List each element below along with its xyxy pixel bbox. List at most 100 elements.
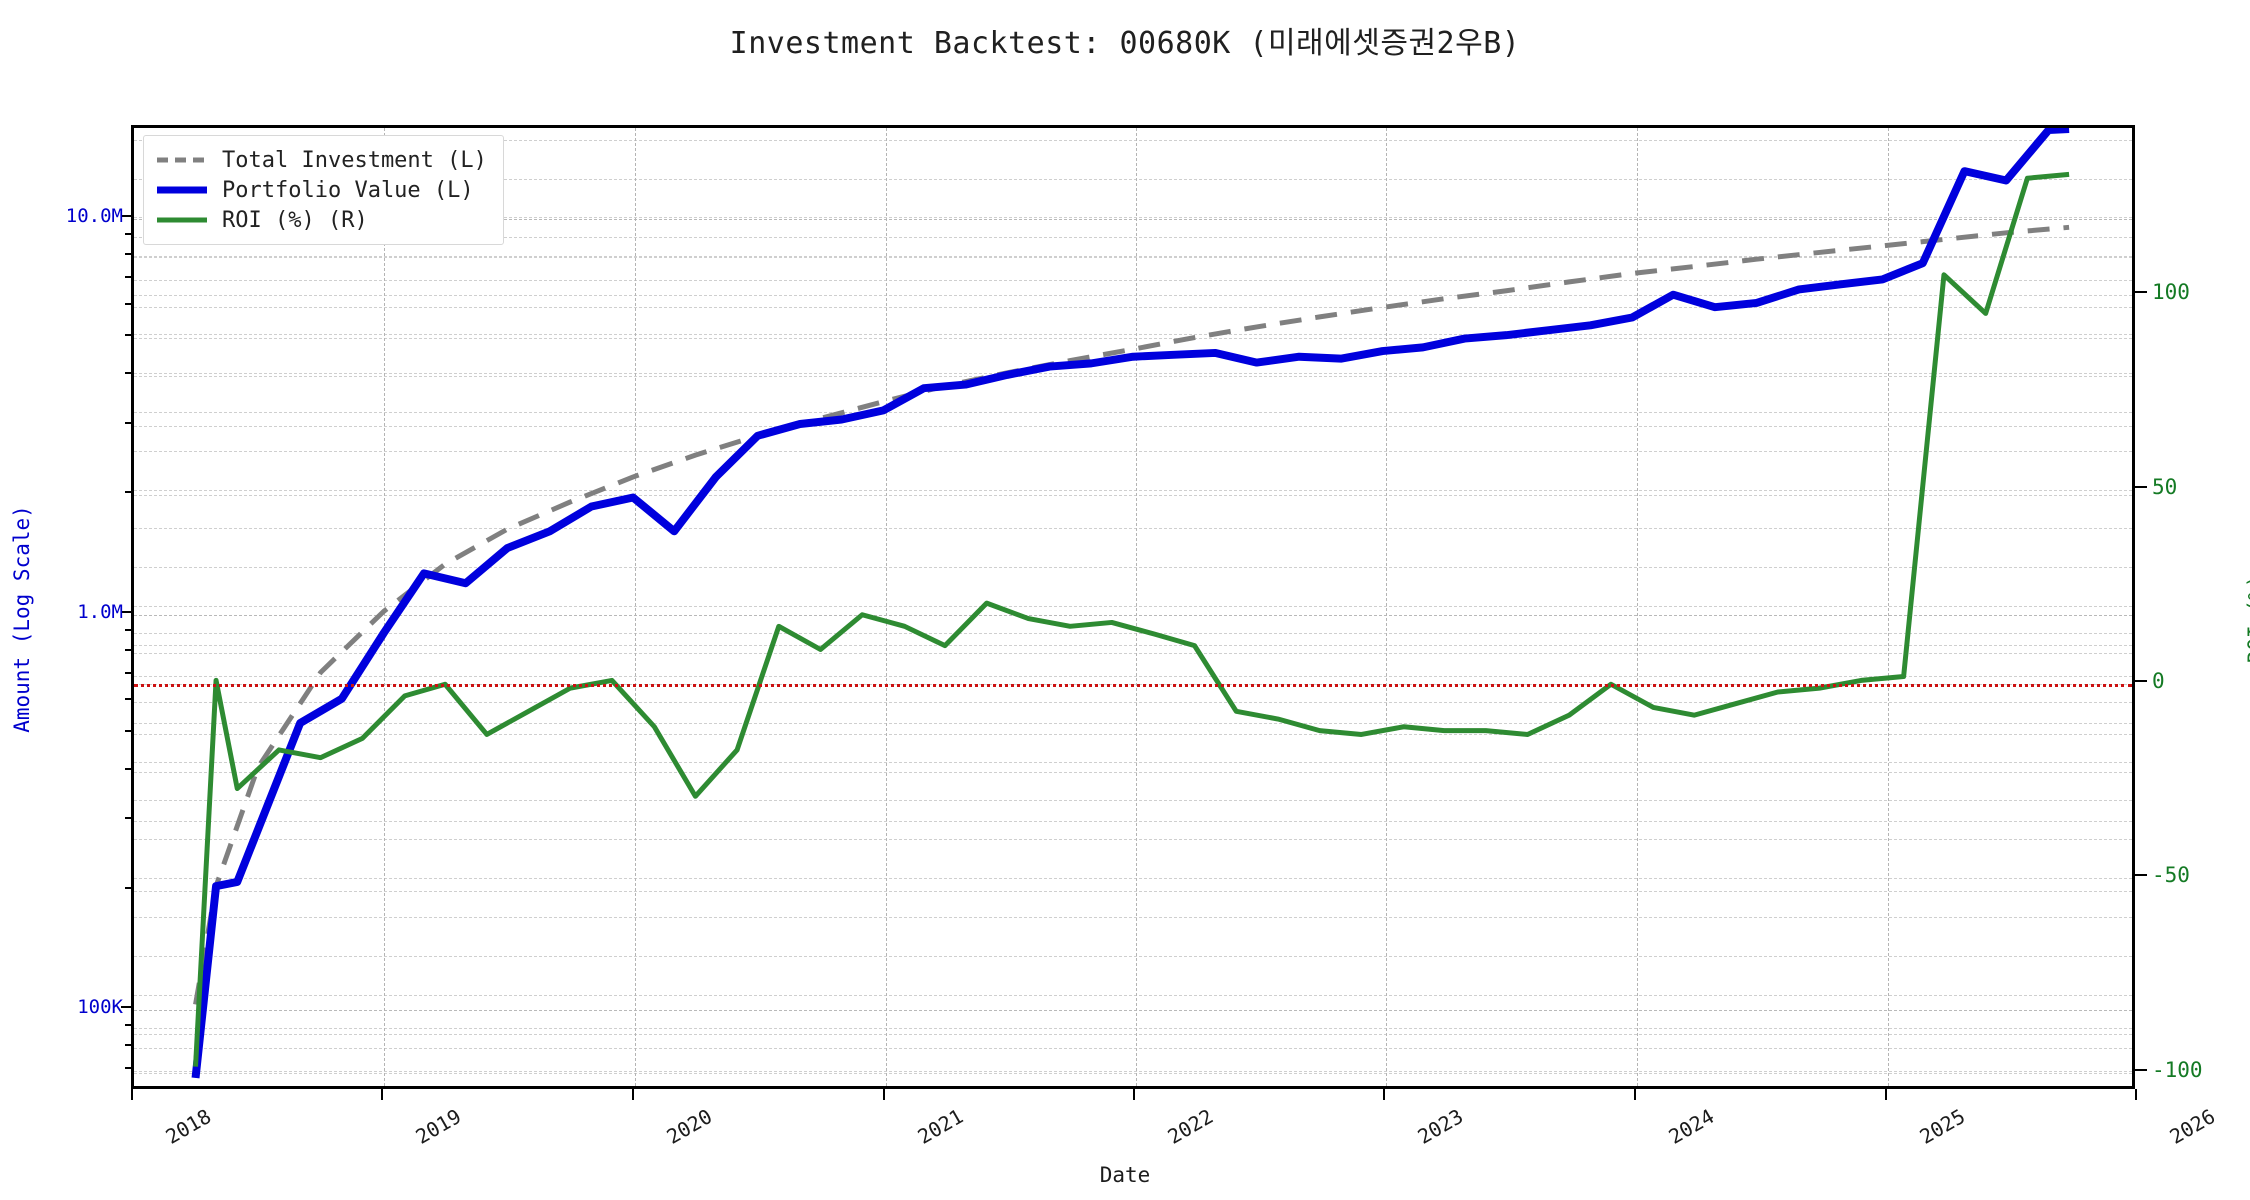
- y-axis-right-tick-mark: [2135, 1068, 2147, 1071]
- gridline-minor-horizontal: [134, 567, 2132, 569]
- legend-line-sample-0: [157, 157, 207, 163]
- plot-canvas: [134, 128, 2132, 1086]
- x-axis-tick-label: 2024: [1664, 1104, 1718, 1149]
- y-axis-right-tick-label: 50: [2152, 474, 2178, 499]
- zero-reference-line: [134, 683, 2132, 687]
- gridline-minor-horizontal: [134, 295, 2132, 297]
- y-axis-left-tick-mark-minor: [125, 648, 132, 651]
- legend-label-1: Portfolio Value (L): [222, 177, 474, 203]
- x-axis-tick-mark: [1884, 1089, 1887, 1100]
- gridline-vertical-year: [384, 128, 386, 1086]
- gridline-minor-horizontal: [134, 489, 2132, 491]
- y-axis-right-tick-mark: [2135, 874, 2147, 877]
- legend-swatch-2: [156, 211, 208, 229]
- y-axis-left-tick-mark: [121, 610, 132, 613]
- gridline-minor-horizontal: [134, 1071, 2132, 1073]
- gridline-minor-horizontal: [134, 139, 2132, 141]
- series-lines: [191, 128, 2070, 1079]
- y-axis-right-tick-mark: [2135, 485, 2147, 488]
- x-axis-tick-mark: [1133, 1089, 1135, 1100]
- y-axis-left-tick-mark-minor: [125, 886, 132, 889]
- gridline-vertical-year: [1386, 128, 1388, 1086]
- gridline-minor-horizontal: [134, 761, 2132, 763]
- y-axis-left-tick-mark-minor: [125, 729, 132, 732]
- gridline-minor-horizontal: [134, 237, 2132, 239]
- y-axis-left-tick-mark-minor: [125, 372, 132, 375]
- gridline-minor-horizontal: [134, 450, 2132, 452]
- series-line-2: [193, 171, 2070, 1067]
- x-axis-tick-mark: [381, 1089, 384, 1100]
- legend-label-0: Total Investment (L): [222, 147, 487, 173]
- gridline-vertical-year: [1136, 128, 1137, 1086]
- y-axis-left-tick-mark-minor: [125, 334, 132, 337]
- gridline-vertical-year: [634, 128, 636, 1086]
- x-axis-tick-label: 2026: [2165, 1104, 2220, 1149]
- legend[interactable]: Total Investment (L) Portfolio Value (L) R…: [143, 135, 504, 245]
- gridline-minor-horizontal: [134, 1028, 2132, 1029]
- gridline-minor-horizontal: [134, 217, 2132, 219]
- gridline-major-horizontal: [134, 614, 2132, 616]
- gridline-minor-horizontal: [134, 994, 2132, 996]
- gridline-minor-horizontal: [134, 425, 2132, 427]
- x-axis-tick-label: 2023: [1413, 1104, 1468, 1149]
- y-axis-left-tick-mark-minor: [125, 671, 132, 674]
- series-line-0: [193, 224, 2070, 1005]
- y-axis-left-tick-mark: [121, 215, 132, 218]
- gridline-major-horizontal: [134, 1009, 2132, 1011]
- y-axis-right-tick-label: -50: [2152, 863, 2190, 888]
- y-axis-left-tick-mark-minor: [125, 233, 132, 236]
- gridline-minor-horizontal: [134, 495, 2132, 497]
- legend-item-1[interactable]: Portfolio Value (L): [156, 175, 487, 205]
- x-axis-tick-mark: [1633, 1089, 1636, 1100]
- gridline-major-horizontal: [134, 219, 2132, 221]
- gridline-minor-horizontal: [134, 178, 2132, 180]
- y-axis-right-tick-label: -100: [2152, 1057, 2203, 1082]
- y-axis-left-tick-mark-minor: [125, 276, 132, 279]
- gridline-minor-horizontal: [134, 606, 2132, 608]
- y-axis-right-tick-mark: [2135, 291, 2147, 294]
- x-axis-tick-label: 2020: [662, 1104, 716, 1149]
- legend-item-2[interactable]: ROI (%) (R): [156, 205, 487, 235]
- gridline-vertical-year: [1636, 128, 1638, 1086]
- gridline-minor-horizontal: [134, 675, 2132, 677]
- x-axis-tick-mark: [2135, 1089, 2137, 1100]
- legend-line-sample-1: [157, 186, 207, 194]
- gridline-minor-horizontal: [134, 334, 2132, 336]
- gridline-minor-horizontal: [134, 1033, 2132, 1035]
- y-axis-left-tick-mark-minor: [125, 1044, 132, 1047]
- x-axis-label: Date: [1099, 1163, 1151, 1187]
- gridline-minor-horizontal: [134, 644, 2132, 646]
- x-axis-tick-mark: [882, 1089, 885, 1100]
- y-axis-left-tick-label: 1.0M: [77, 600, 123, 623]
- x-axis-tick-label: 2018: [161, 1104, 216, 1149]
- page-title: Investment Backtest: 00680K (미래에셋증권2우B): [729, 26, 1521, 61]
- y-axis-left-tick-mark-minor: [125, 767, 132, 770]
- gridline-minor-horizontal: [134, 372, 2132, 374]
- gridline-minor-horizontal: [134, 280, 2132, 282]
- gridline-minor-horizontal: [134, 257, 2132, 259]
- y-axis-left-tick-mark: [121, 1005, 132, 1008]
- y-axis-right-tick-label: 100: [2152, 280, 2190, 305]
- gridline-minor-horizontal: [134, 652, 2132, 654]
- legend-swatch-0: [156, 151, 208, 169]
- gridline-minor-horizontal: [134, 839, 2132, 841]
- y-axis-right-tick-label: 0: [2152, 668, 2165, 693]
- y-axis-left-tick-mark-minor: [125, 1067, 132, 1070]
- legend-label-2: ROI (%) (R): [222, 207, 368, 233]
- gridline-vertical-year: [885, 128, 887, 1086]
- y-axis-left-tick-mark-minor: [125, 253, 132, 256]
- legend-item-0[interactable]: Total Investment (L): [156, 145, 487, 175]
- gridline-minor-horizontal: [134, 376, 2132, 378]
- y-axis-left-tick-label: 10.0M: [65, 205, 123, 228]
- x-axis-tick-mark: [1383, 1089, 1386, 1100]
- gridline-minor-horizontal: [134, 878, 2132, 880]
- series-line-1: [191, 128, 2070, 1079]
- x-axis-tick-label: 2022: [1163, 1104, 1218, 1149]
- legend-swatch-1: [156, 181, 208, 199]
- gridline-minor-horizontal: [134, 306, 2132, 308]
- x-axis-tick-mark: [131, 1089, 133, 1100]
- y-axis-left-tick-mark-minor: [125, 628, 132, 631]
- gridline-minor-horizontal: [134, 800, 2132, 802]
- x-axis-tick-label: 2025: [1915, 1104, 1969, 1149]
